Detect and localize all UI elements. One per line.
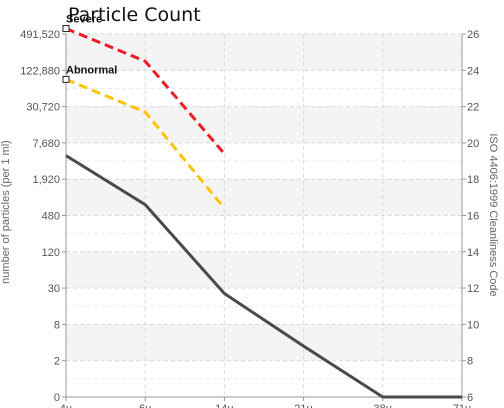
y-axis-title: number of particles (per 1 ml) [0, 140, 12, 284]
series-lines [65, 27, 462, 399]
x-tick-label: 14µ [215, 403, 234, 408]
series-tag-label: Abnormal [66, 64, 117, 76]
x-tick-label: 6µ [139, 403, 152, 408]
y2-axis-title: ISO 4406:1999 Cleanliness Code [487, 133, 499, 296]
left-tick-label: 1,920 [32, 174, 60, 186]
right-tick-label: 6 [467, 392, 473, 404]
right-tick-label: 14 [467, 247, 479, 259]
right-axis-ticks: 6 8 10 12 14 16 18 20 22 24 26 [467, 29, 479, 404]
left-tick-label: 480 [42, 211, 60, 223]
x-tick-label: 21µ [294, 403, 313, 408]
right-tick-label: 20 [467, 138, 479, 150]
series-start-marker [62, 75, 70, 83]
left-tick-label: 30 [48, 283, 60, 295]
right-tick-label: 16 [467, 211, 479, 223]
right-tick-label: 10 [467, 319, 479, 331]
left-tick-label: 7,680 [32, 138, 60, 150]
series-line-abnormal [65, 77, 226, 210]
right-tick-label: 26 [467, 29, 479, 41]
right-tick-label: 18 [467, 174, 479, 186]
right-tick-label: 24 [467, 65, 479, 77]
x-tick-label: 38µ [374, 403, 393, 408]
series-line-measured [65, 154, 462, 399]
left-tick-label: 8 [54, 319, 60, 331]
chart-title: Particle Count [68, 4, 201, 26]
left-tick-label: 2 [54, 356, 60, 368]
series-start-marker [62, 25, 70, 33]
right-tick-label: 12 [467, 283, 479, 295]
right-tick-label: 8 [467, 356, 473, 368]
left-tick-label: 30,720 [26, 102, 60, 114]
series-tag-label: Severe [66, 14, 102, 26]
plot-grid [66, 33, 462, 398]
left-tick-label: 491,520 [20, 29, 60, 41]
x-axis-ticks: 4µ 6µ 14µ 21µ 38µ 71µ [60, 403, 472, 408]
left-tick-label: 0 [54, 392, 60, 404]
left-tick-label: 120 [42, 247, 60, 259]
right-tick-label: 22 [467, 102, 479, 114]
series-line-severe [65, 27, 226, 155]
x-tick-label: 71µ [453, 403, 472, 408]
x-tick-label: 4µ [60, 403, 73, 408]
left-axis-ticks: 0 2 8 30 120 480 1,920 7,680 30,720 122,880 491,52… [20, 29, 60, 404]
left-tick-label: 122,880 [20, 65, 60, 77]
series-tags: Abnormal Severe [62, 14, 117, 83]
